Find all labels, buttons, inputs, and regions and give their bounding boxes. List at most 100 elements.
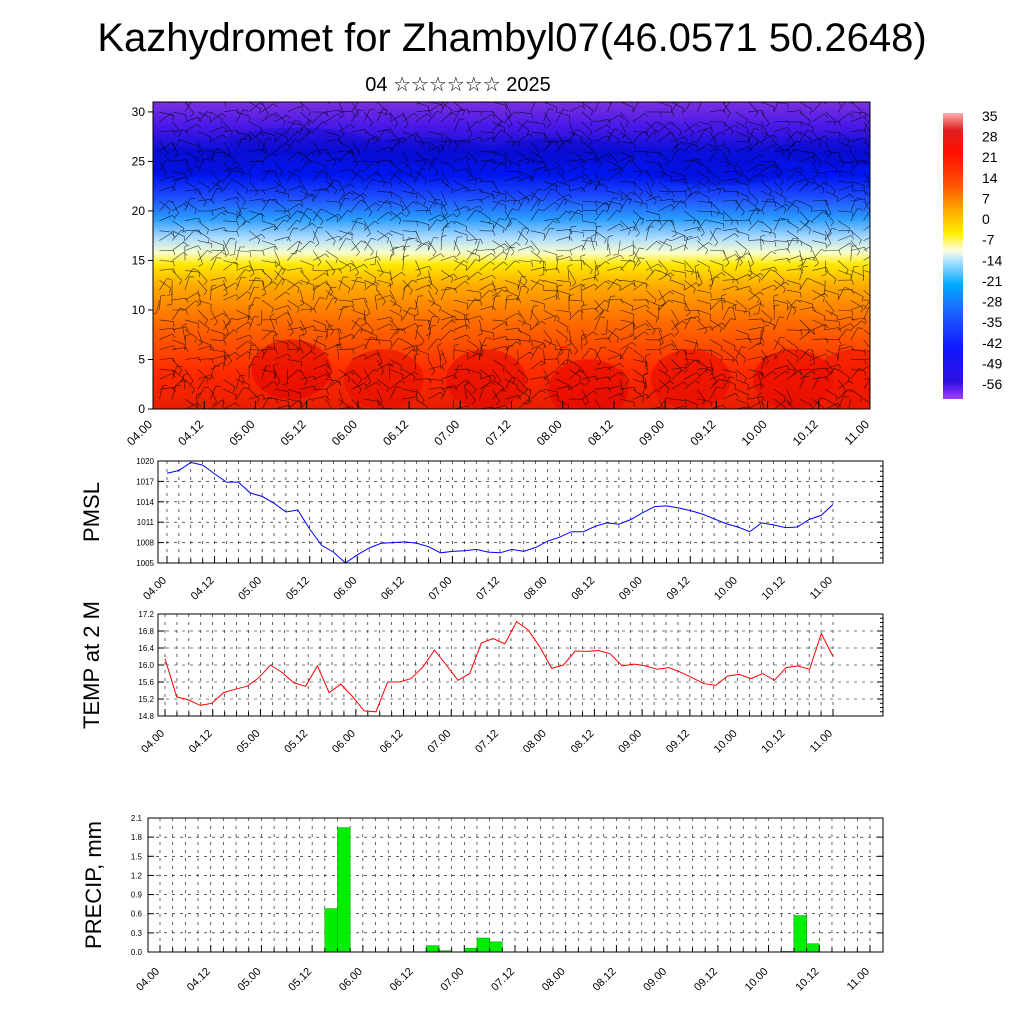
y-tick-label: 17.2 [138, 610, 154, 619]
x-tick-label: 08.12 [569, 728, 597, 756]
y-tick-label: 1020 [136, 457, 154, 466]
colorbar-label: -42 [982, 335, 1002, 351]
precip-bar [464, 947, 478, 953]
heatmap-y-tick-label: 20 [132, 204, 146, 218]
warm-core-3 [548, 359, 629, 409]
y-tick-label: 1011 [137, 518, 155, 527]
x-tick-label: 07.00 [427, 575, 455, 603]
precip-bar [476, 937, 490, 953]
temp-axis-label: TEMP at 2 M [79, 601, 104, 729]
heatmap-y-tick-label: 15 [132, 253, 146, 267]
x-tick-label: 10.12 [793, 966, 821, 994]
x-tick-label: 08.00 [540, 966, 568, 994]
heatmap-x-tick-label: 09.12 [687, 417, 718, 448]
x-tick-label: 10.12 [760, 575, 788, 603]
x-tick-label: 07.12 [474, 575, 502, 603]
y-tick-label: 1005 [136, 559, 154, 568]
y-tick-label: 1014 [136, 498, 154, 507]
x-tick-label: 09.00 [641, 966, 669, 994]
y-tick-label: 1.5 [131, 852, 143, 861]
heatmap-warm-cores [153, 127, 870, 409]
x-tick-label: 04.00 [141, 575, 169, 603]
y-tick-label: 14.8 [138, 712, 154, 721]
y-tick-label: 0.6 [131, 910, 143, 919]
page-title: Kazhydromet for Zhambyl07(46.0571 50.264… [97, 16, 927, 60]
warm-core-6 [814, 349, 870, 409]
heatmap-x-tick-label: 07.12 [482, 417, 513, 448]
x-tick-label: 11.00 [808, 728, 835, 755]
heatmap-x-tick-label: 08.00 [534, 417, 565, 448]
colorbar-label: -35 [982, 314, 1002, 330]
warm-core-1 [343, 349, 424, 409]
warm-core-0 [251, 339, 332, 400]
x-tick-label: 07.00 [425, 728, 453, 756]
pmsl-axis-label: PMSL [79, 482, 104, 542]
x-tick-label: 08.12 [569, 575, 597, 603]
y-tick-label: 2.1 [131, 814, 143, 823]
precip-bar [806, 943, 820, 953]
x-tick-label: 10.00 [712, 728, 740, 756]
x-tick-label: 04.00 [134, 966, 162, 994]
x-tick-label: 11.00 [845, 966, 872, 993]
colorbar-scale [943, 113, 963, 399]
colorbar-label: 7 [982, 190, 990, 206]
heatmap-x-tick-label: 10.00 [739, 417, 770, 448]
heatmap-y-axis: 0 5 10 15 20 25 30 [132, 105, 153, 416]
heatmap-panel: 0 5 10 15 20 25 30 04.00 04.12 05.00 05.12 06.00 06… [124, 101, 873, 448]
x-tick-label: 07.12 [489, 966, 517, 994]
cold-core-5 [774, 137, 870, 166]
y-tick-label: 16.0 [138, 661, 154, 670]
heatmap-y-tick-label: 0 [138, 402, 145, 416]
colorbar-labels: 35 28 21 14 7 0 -7 -14 -21 -28 -35 -42 -49 -56 [982, 108, 1002, 392]
heatmap-y-tick-label: 30 [132, 105, 146, 119]
y-tick-label: 0.9 [131, 891, 143, 900]
x-tick-label: 05.12 [282, 728, 310, 756]
heatmap-x-tick-label: 05.00 [226, 417, 257, 448]
precip-bars [324, 827, 820, 953]
x-tick-label: 05.12 [286, 966, 314, 994]
colorbar-label: -21 [982, 273, 1002, 289]
warm-core-2 [445, 349, 526, 409]
colorbar-label: -56 [982, 376, 1002, 392]
x-tick-label: 08.00 [522, 575, 550, 603]
heatmap-x-tick-label: 04.12 [175, 417, 206, 448]
x-tick-label: 05.00 [236, 966, 264, 994]
colorbar-label: 14 [982, 170, 998, 186]
y-tick-label: 1017 [136, 477, 154, 486]
x-tick-label: 09.12 [664, 575, 692, 603]
heatmap-y-tick-label: 5 [138, 352, 145, 366]
x-tick-label: 09.00 [616, 728, 644, 756]
x-tick-label: 06.12 [378, 728, 406, 756]
y-tick-label: 0.0 [131, 948, 143, 957]
heatmap-x-tick-label: 05.12 [278, 417, 309, 448]
heatmap-x-tick-label: 06.00 [329, 417, 360, 448]
precip-bar [793, 915, 807, 953]
cold-core-3 [492, 137, 633, 166]
temp-series-line [164, 620, 834, 713]
precip-bar [489, 941, 503, 953]
heatmap-x-tick-label: 11.00 [842, 417, 873, 448]
colorbar-label: 0 [982, 211, 990, 227]
colorbar-label: 21 [982, 149, 998, 165]
heatmap-y-tick-label: 25 [132, 154, 146, 168]
x-tick-label: 06.00 [331, 575, 359, 603]
precip-bar [324, 908, 338, 953]
colorbar-label: -28 [982, 294, 1002, 310]
colorbar-label: 28 [982, 129, 998, 145]
x-tick-label: 05.00 [236, 575, 264, 603]
heatmap-y-tick-label: 10 [132, 303, 146, 317]
temp-panel: 14.8 15.2 15.6 16.0 16.4 16.8 17.2 04.00 04.12 05… [79, 601, 884, 756]
wind-barb-lines [153, 102, 870, 409]
colorbar-label: 35 [982, 108, 998, 124]
x-tick-label: 07.00 [438, 966, 466, 994]
pmsl-frame [157, 460, 884, 564]
x-tick-label: 08.00 [521, 728, 549, 756]
heatmap-x-tick-label: 06.12 [380, 417, 411, 448]
x-tick-label: 10.00 [712, 575, 740, 603]
y-tick-label: 1.8 [131, 833, 143, 842]
x-tick-label: 06.00 [337, 966, 365, 994]
precip-bar [426, 945, 440, 953]
y-tick-label: 16.8 [138, 627, 154, 636]
x-tick-label: 04.12 [189, 575, 217, 603]
